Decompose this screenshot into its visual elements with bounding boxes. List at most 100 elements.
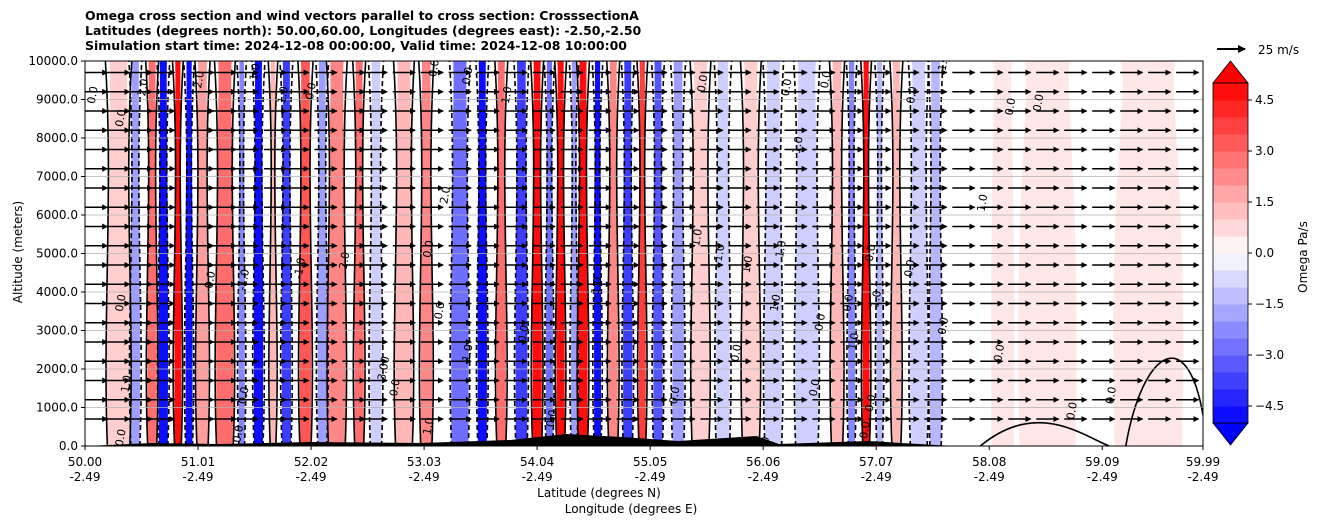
omega-contour-line <box>430 61 435 446</box>
contour-label: -1.0 <box>292 257 309 280</box>
contour-label: 2.0 <box>135 78 151 97</box>
omega-contour-line <box>707 61 712 446</box>
contour-label: 3.00 <box>375 355 392 381</box>
omega-contour-line <box>739 61 745 446</box>
contour-label: 1.0 <box>421 416 437 435</box>
x-tick-label-lat: 57.07 <box>859 455 893 469</box>
contour-label: 0.0 <box>113 293 129 312</box>
colorbar-swatch <box>1213 372 1248 390</box>
contour-label: 0.0 <box>85 85 101 104</box>
colorbar-tick-label: −3.0 <box>1255 348 1284 362</box>
colorbar-swatch <box>1213 253 1248 271</box>
contour-label: -1.0 <box>935 53 952 76</box>
omega-contour-line <box>128 61 133 446</box>
contour-label: 0.0 <box>935 316 951 335</box>
title-line-3: Simulation start time: 2024-12-08 00:00:… <box>85 38 627 53</box>
colorbar-swatch <box>1213 117 1248 135</box>
y-tick-label: 5000.0 <box>36 247 78 261</box>
x-tick-label-lon: -2.49 <box>635 470 666 484</box>
contour-label: 1.0 <box>846 332 862 351</box>
omega-contour-line <box>251 61 256 446</box>
omega-contour-line <box>873 61 879 446</box>
contour-label: 0.0 <box>544 409 560 428</box>
contour-label: 0.0 <box>818 70 834 89</box>
x-tick-label-lat: 51.01 <box>181 455 215 469</box>
omega-contour-line <box>236 61 241 446</box>
contour-label: 0.0 <box>991 343 1007 362</box>
contour-label: 0.0 <box>863 393 879 412</box>
colorbar-swatch <box>1213 202 1248 220</box>
omega-filled-contours <box>106 61 1184 446</box>
omega-contour-line <box>213 61 219 446</box>
omega-contour-line <box>845 61 851 446</box>
omega-contour-line <box>343 61 348 446</box>
colorbar-extend-max <box>1212 60 1249 84</box>
omega-contour-line <box>927 61 932 446</box>
omega-contour-line <box>525 61 530 446</box>
omega-contour-line <box>325 61 331 446</box>
omega-contour-line <box>880 61 886 446</box>
y-axis: 0.0 1000.0 2000.0 3000.0 4000.0 5000.0 6000.0 7… <box>28 54 85 453</box>
contour-label: 0.0 <box>1064 401 1080 420</box>
colorbar-swatch <box>1213 406 1248 424</box>
x-tick-label-lon: -2.49 <box>748 470 779 484</box>
omega-contour-line <box>392 61 398 446</box>
omega-contour-lines <box>104 61 1203 446</box>
omega-contour-line <box>466 61 472 446</box>
omega-contour-line <box>503 61 509 446</box>
omega-contour-line <box>539 61 545 446</box>
omega-contour-line <box>840 61 846 446</box>
colorbar-tick-label: −4.5 <box>1255 399 1284 413</box>
omega-contour-line <box>792 61 798 446</box>
x-tick-label-lon: -2.49 <box>182 470 213 484</box>
title-line-2: Latitudes (degrees north): 50.00,60.00, … <box>85 23 642 38</box>
x-tick-label-lat: 56.06 <box>746 455 780 469</box>
x-tick-label-lon: -2.49 <box>409 470 440 484</box>
omega-contour-line <box>568 61 574 446</box>
omega-contour-line <box>853 61 858 446</box>
contour-label: 0.0 <box>902 259 918 278</box>
colorbar-swatch <box>1213 304 1248 322</box>
x-tick-label-lon: -2.49 <box>296 470 327 484</box>
y-tick-label: 6000.0 <box>36 208 78 222</box>
contour-label: 1.0 <box>975 193 991 212</box>
contour-label: 0.0 <box>113 108 129 127</box>
omega-contour-line <box>867 61 873 446</box>
contour-label: 0.0 <box>202 270 218 289</box>
omega-contour-line <box>297 61 302 446</box>
omega-contour-line <box>779 61 785 446</box>
colorbar-swatch <box>1213 236 1248 254</box>
omega-contour-line <box>194 61 199 446</box>
x-tick-label-lon: -2.49 <box>1087 470 1118 484</box>
x-tick-label-lat: 55.05 <box>633 455 667 469</box>
omega-contour-line <box>206 61 211 446</box>
colorbar-tick-label: 0.0 <box>1255 246 1274 260</box>
omega-contour-line <box>599 61 604 446</box>
omega-contour-line <box>660 61 666 446</box>
omega-contour-line <box>585 61 591 446</box>
contour-labels: 0.0 0.0 2.0 2.0 1.0 1.0 0.0 0.0 0.0 1.0 0.0 0.0 0.0 -… <box>85 53 1119 446</box>
omega-contour-line <box>562 61 568 446</box>
omega-contour-line <box>550 61 556 446</box>
colorbar-swatch <box>1213 338 1248 356</box>
omega-contour-line <box>889 61 894 446</box>
figure-title: Omega cross section and wind vectors par… <box>85 8 641 53</box>
omega-contour-line <box>309 61 314 446</box>
x-tick-label-lon: -2.49 <box>1187 470 1218 484</box>
y-axis-label: Altitude (meters) <box>11 200 25 304</box>
x-tick-label-lat: 52.02 <box>294 455 328 469</box>
contour-label: 1.0 <box>460 343 476 362</box>
omega-contour-line <box>899 61 904 446</box>
contour-label: 0.0 <box>857 420 873 439</box>
omega-contour-line <box>553 61 559 446</box>
contour-label: 1.0 <box>247 62 263 81</box>
contour-label: 0.0 <box>1030 93 1046 112</box>
y-tick-label: 0.0 <box>59 439 78 453</box>
contour-label: 0.0 <box>812 312 828 331</box>
y-tick-label: 4000.0 <box>36 285 78 299</box>
contour-label: 2.0 <box>191 70 207 89</box>
omega-contour-line <box>727 61 733 446</box>
contour-label: 0.0 <box>840 293 856 312</box>
y-tick-label: 3000.0 <box>36 324 78 338</box>
